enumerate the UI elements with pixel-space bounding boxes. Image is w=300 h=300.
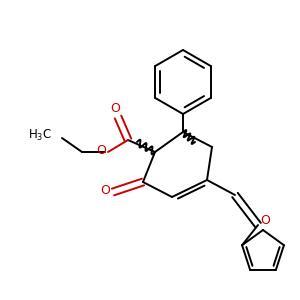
Text: O: O xyxy=(260,214,270,227)
Text: H$_3$C: H$_3$C xyxy=(28,128,52,142)
Text: O: O xyxy=(96,143,106,157)
Text: O: O xyxy=(100,184,110,197)
Text: O: O xyxy=(110,103,120,116)
